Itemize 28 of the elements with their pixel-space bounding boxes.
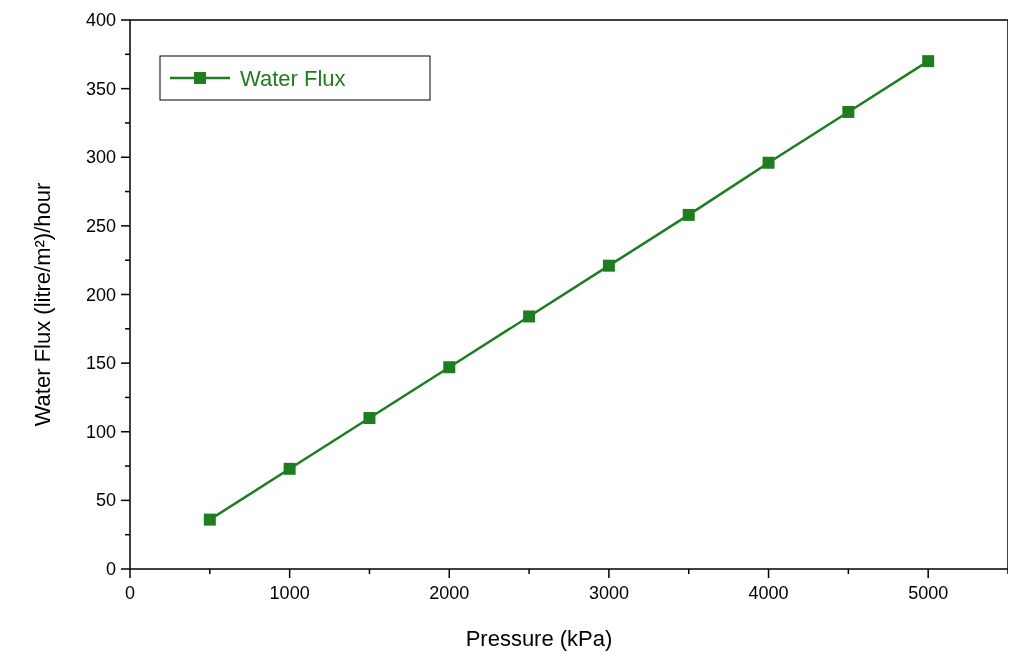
y-tick-label: 400 [85,10,116,30]
point [842,105,855,118]
x-tick-label: 1000 [269,583,310,603]
point [283,462,296,475]
point [523,310,536,323]
legend-label: Water Flux [240,66,346,91]
point [682,208,695,221]
point [762,156,775,169]
y-tick-label: 150 [85,353,116,374]
point [363,412,376,425]
y-tick-label: 250 [85,215,116,236]
point [922,55,935,68]
y-tick-label: 300 [85,147,116,168]
x-axis-title: Pressure (kPa) [465,626,613,651]
y-tick-label: 50 [95,490,116,511]
x-tick-label: 2000 [429,583,470,603]
point [602,259,615,272]
y-tick-label: 200 [85,284,116,305]
point [203,513,216,526]
y-tick-label: 350 [85,78,116,99]
y-tick-label: 0 [105,559,116,579]
x-tick-label: 5000 [908,583,949,603]
y-tick-label: 100 [85,421,116,442]
x-tick-label: 3000 [588,583,629,603]
y-axis-title: Water Flux (litre/m²)/hour [30,182,55,427]
point [443,361,456,374]
x-tick-label: 0 [124,583,136,603]
x-tick-label: 4000 [748,583,789,603]
